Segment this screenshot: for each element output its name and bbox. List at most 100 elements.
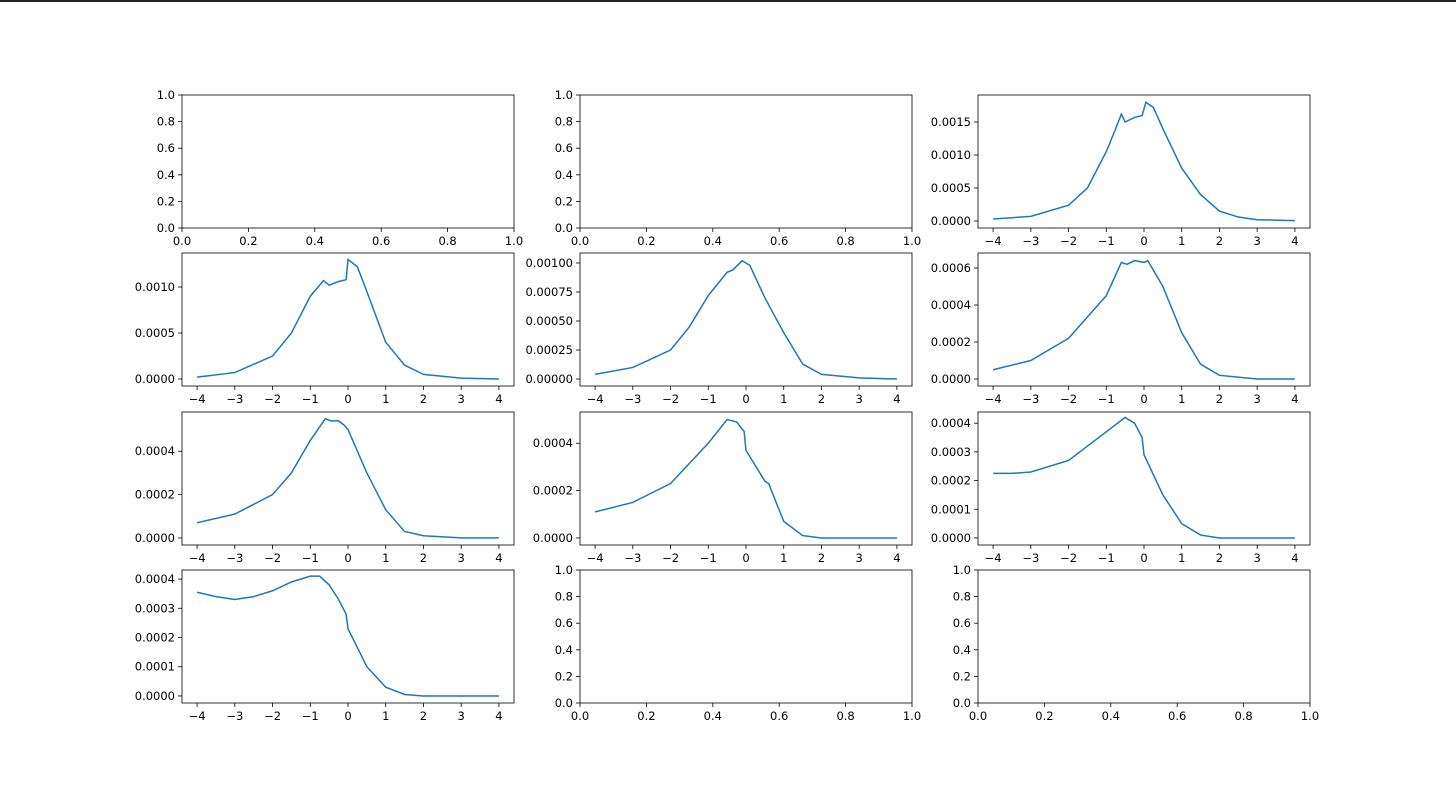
axes-frame bbox=[579, 252, 913, 387]
data-line bbox=[993, 416, 1295, 539]
x-tick-label: 4 bbox=[1291, 234, 1298, 248]
x-tick-label: −3 bbox=[624, 392, 641, 406]
y-tick-label: 0.8 bbox=[157, 115, 175, 129]
x-tick-label: 0 bbox=[1140, 234, 1147, 248]
y-tick-label: 0.8 bbox=[953, 590, 971, 604]
x-tick-label: 0.0 bbox=[969, 709, 987, 723]
y-tick-label: 0.0015 bbox=[931, 115, 971, 129]
data-line bbox=[992, 259, 1295, 380]
x-tick-label: −2 bbox=[662, 551, 679, 565]
y-tick-label: 0.00100 bbox=[525, 256, 573, 270]
y-tick-label: 0.0004 bbox=[135, 444, 175, 458]
axes-frame bbox=[181, 569, 515, 704]
x-tick-label: 3 bbox=[458, 392, 465, 406]
x-tick-label: −4 bbox=[189, 551, 206, 565]
x-tick-label: 0.2 bbox=[637, 234, 655, 248]
y-tick-label: 0.0001 bbox=[135, 660, 175, 674]
x-tick-label: 0.8 bbox=[438, 234, 456, 248]
x-tick-label: 3 bbox=[458, 551, 465, 565]
y-tick-label: 0.0004 bbox=[135, 572, 175, 586]
x-tick-label: 0.8 bbox=[1234, 709, 1252, 723]
y-tick-label: 0.0000 bbox=[135, 372, 175, 386]
y-tick-label: 0.2 bbox=[555, 669, 573, 683]
x-tick-label: −4 bbox=[985, 234, 1002, 248]
axes-frame bbox=[579, 94, 913, 229]
y-tick-label: 0.0002 bbox=[135, 488, 175, 502]
y-tick-label: 0.0005 bbox=[931, 181, 971, 195]
x-tick-label: −1 bbox=[1098, 392, 1115, 406]
y-tick-label: 0.0002 bbox=[135, 631, 175, 645]
x-tick-label: −2 bbox=[264, 551, 281, 565]
x-tick-label: 0.2 bbox=[1035, 709, 1053, 723]
x-tick-label: 4 bbox=[893, 392, 900, 406]
x-tick-label: 3 bbox=[1254, 234, 1261, 248]
x-tick-label: −2 bbox=[1060, 234, 1077, 248]
y-tick-label: 0.2 bbox=[157, 194, 175, 208]
y-tick-label: 0.2 bbox=[953, 669, 971, 683]
x-tick-label: 0.2 bbox=[637, 709, 655, 723]
x-tick-label: 1 bbox=[780, 392, 787, 406]
axes-frame bbox=[977, 569, 1311, 704]
axes-frame bbox=[977, 411, 1311, 546]
x-tick-label: 4 bbox=[495, 551, 502, 565]
x-tick-label: 0 bbox=[344, 709, 351, 723]
y-tick-label: 0.0000 bbox=[533, 531, 573, 545]
axes-frame bbox=[181, 252, 515, 387]
top-border bbox=[0, 0, 1456, 2]
x-tick-label: 2 bbox=[420, 709, 427, 723]
x-tick-label: −3 bbox=[1022, 551, 1039, 565]
x-tick-label: 0.6 bbox=[770, 234, 788, 248]
y-tick-label: 0.8 bbox=[555, 590, 573, 604]
x-tick-label: 2 bbox=[818, 551, 825, 565]
x-tick-label: 1 bbox=[382, 709, 389, 723]
x-tick-label: −1 bbox=[302, 551, 319, 565]
y-tick-label: 0.0002 bbox=[931, 335, 971, 349]
axes-frame bbox=[579, 569, 913, 704]
x-tick-label: 1.0 bbox=[505, 234, 523, 248]
data-line bbox=[594, 418, 897, 539]
y-tick-label: 0.0 bbox=[953, 696, 971, 710]
y-tick-label: 0.4 bbox=[555, 168, 573, 182]
y-tick-label: 0.00075 bbox=[525, 285, 573, 299]
x-tick-label: 0.6 bbox=[1168, 709, 1186, 723]
x-tick-label: 2 bbox=[1216, 392, 1223, 406]
x-tick-label: 4 bbox=[1291, 551, 1298, 565]
y-tick-label: 0.0000 bbox=[931, 214, 971, 228]
y-tick-label: 0.00025 bbox=[525, 343, 573, 357]
x-tick-label: 1 bbox=[382, 392, 389, 406]
x-tick-label: −2 bbox=[264, 709, 281, 723]
y-tick-label: 0.0010 bbox=[931, 148, 971, 162]
x-tick-label: −3 bbox=[1022, 392, 1039, 406]
y-tick-label: 0.6 bbox=[953, 616, 971, 630]
y-tick-label: 0.0002 bbox=[533, 484, 573, 498]
x-tick-label: −4 bbox=[189, 392, 206, 406]
x-tick-label: 3 bbox=[856, 392, 863, 406]
x-tick-label: −2 bbox=[264, 392, 281, 406]
y-tick-label: 0.4 bbox=[555, 643, 573, 657]
x-tick-label: 3 bbox=[856, 551, 863, 565]
x-tick-label: −1 bbox=[700, 392, 717, 406]
y-tick-label: 0.0 bbox=[157, 221, 175, 235]
axes-frame bbox=[977, 252, 1311, 387]
x-tick-label: −1 bbox=[700, 551, 717, 565]
y-tick-label: 0.6 bbox=[157, 141, 175, 155]
y-tick-label: 0.0010 bbox=[135, 280, 175, 294]
x-tick-label: −1 bbox=[1098, 234, 1115, 248]
y-tick-label: 0.0000 bbox=[135, 689, 175, 703]
x-tick-label: 1 bbox=[780, 551, 787, 565]
x-tick-label: −1 bbox=[302, 392, 319, 406]
x-tick-label: 0 bbox=[742, 392, 749, 406]
data-line bbox=[196, 575, 499, 697]
x-tick-label: 1 bbox=[1178, 234, 1185, 248]
y-tick-label: 1.0 bbox=[555, 88, 573, 102]
x-tick-label: 0 bbox=[1140, 551, 1147, 565]
x-tick-label: −3 bbox=[624, 551, 641, 565]
y-tick-label: 0.0003 bbox=[931, 445, 971, 459]
y-tick-label: 0.4 bbox=[953, 643, 971, 657]
x-tick-label: 0.4 bbox=[1102, 709, 1120, 723]
x-tick-label: 1.0 bbox=[903, 709, 921, 723]
y-tick-label: 0.0000 bbox=[931, 372, 971, 386]
data-line bbox=[196, 258, 499, 380]
x-tick-label: 1.0 bbox=[903, 234, 921, 248]
